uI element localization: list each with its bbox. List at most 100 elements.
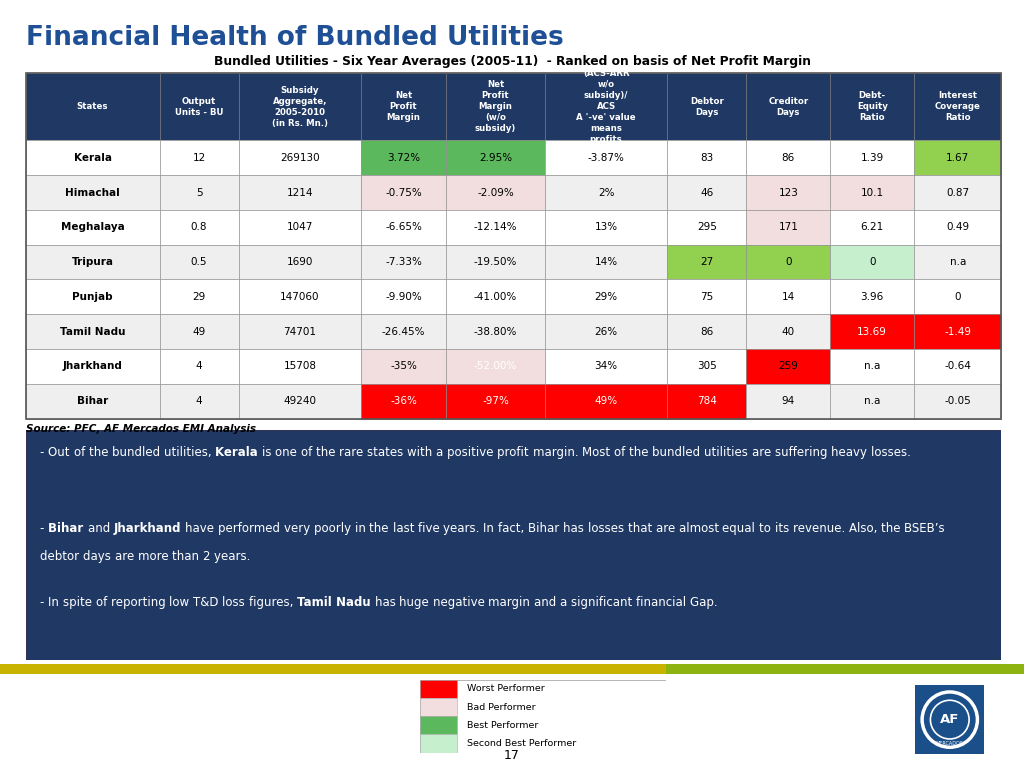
- Text: financial: financial: [636, 596, 690, 609]
- Bar: [746, 210, 830, 245]
- Text: significant: significant: [571, 596, 636, 609]
- Bar: [239, 73, 361, 141]
- Text: n.a: n.a: [949, 257, 966, 267]
- Text: a: a: [436, 446, 447, 459]
- Bar: [666, 664, 1024, 674]
- Bar: [239, 141, 361, 175]
- Text: 27: 27: [700, 257, 714, 267]
- Text: 0.5: 0.5: [190, 257, 208, 267]
- Bar: [746, 384, 830, 419]
- Bar: [914, 210, 1001, 245]
- Text: 10.1: 10.1: [860, 187, 884, 197]
- Text: states: states: [368, 446, 408, 459]
- Text: 784: 784: [697, 396, 717, 406]
- Bar: [160, 314, 239, 349]
- Bar: [26, 73, 160, 141]
- Bar: [746, 314, 830, 349]
- Text: 0.8: 0.8: [190, 222, 208, 232]
- Text: -0.75%: -0.75%: [385, 187, 422, 197]
- Text: low: low: [169, 596, 194, 609]
- Bar: [446, 245, 545, 280]
- Bar: [746, 280, 830, 314]
- Bar: [746, 349, 830, 384]
- Text: loss: loss: [222, 596, 249, 609]
- Text: poorly: poorly: [314, 522, 354, 535]
- Text: Jharkhand: Jharkhand: [114, 522, 185, 535]
- Text: is: is: [262, 446, 275, 459]
- Text: 74701: 74701: [284, 326, 316, 336]
- Bar: [545, 141, 668, 175]
- Bar: [26, 349, 160, 384]
- Bar: [446, 384, 545, 419]
- Text: Net
Profit
Margin
(w/o
subsidy): Net Profit Margin (w/o subsidy): [475, 80, 516, 134]
- Text: 29%: 29%: [595, 292, 617, 302]
- Text: Tamil Nadu: Tamil Nadu: [59, 326, 125, 336]
- Bar: [239, 280, 361, 314]
- Text: five: five: [418, 522, 443, 535]
- Bar: [830, 210, 914, 245]
- Bar: [26, 384, 160, 419]
- Text: 46: 46: [700, 187, 714, 197]
- Text: -36%: -36%: [390, 396, 417, 406]
- Text: Bad Performer: Bad Performer: [467, 703, 536, 711]
- Bar: [830, 280, 914, 314]
- Text: -7.33%: -7.33%: [385, 257, 422, 267]
- Text: Source: PFC, AF Mercados EMI Analysis: Source: PFC, AF Mercados EMI Analysis: [26, 424, 256, 434]
- Bar: [26, 314, 160, 349]
- Text: AF: AF: [940, 713, 959, 726]
- Text: debtor: debtor: [40, 550, 83, 563]
- Text: positive: positive: [447, 446, 498, 459]
- Bar: [361, 280, 446, 314]
- Bar: [160, 73, 239, 141]
- Text: Jharkhand: Jharkhand: [62, 362, 123, 372]
- Text: of: of: [74, 446, 89, 459]
- Text: -: -: [40, 522, 48, 535]
- Text: equal: equal: [723, 522, 759, 535]
- Text: last: last: [392, 522, 418, 535]
- Text: States: States: [77, 102, 109, 111]
- Text: -: -: [40, 596, 48, 609]
- Bar: [160, 141, 239, 175]
- Text: In: In: [483, 522, 498, 535]
- Text: fact,: fact,: [498, 522, 528, 535]
- Bar: [545, 175, 668, 210]
- Text: Kerala: Kerala: [74, 153, 112, 163]
- Text: 12: 12: [193, 153, 206, 163]
- Text: are: are: [655, 522, 679, 535]
- Text: BSEB’s: BSEB’s: [904, 522, 948, 535]
- Text: 17: 17: [504, 749, 520, 762]
- Text: -19.50%: -19.50%: [474, 257, 517, 267]
- Text: of: of: [301, 446, 315, 459]
- Text: 1.67: 1.67: [946, 153, 970, 163]
- Bar: [420, 734, 457, 753]
- Text: 0: 0: [869, 257, 876, 267]
- Text: 49: 49: [193, 326, 206, 336]
- Text: -38.80%: -38.80%: [474, 326, 517, 336]
- Text: spite: spite: [63, 596, 95, 609]
- Text: 4: 4: [196, 396, 203, 406]
- Text: -0.64: -0.64: [944, 362, 971, 372]
- Text: of: of: [614, 446, 629, 459]
- Text: 34%: 34%: [595, 362, 617, 372]
- Bar: [746, 141, 830, 175]
- Text: 171: 171: [778, 222, 799, 232]
- Bar: [239, 245, 361, 280]
- Bar: [545, 349, 668, 384]
- Bar: [545, 210, 668, 245]
- Bar: [668, 349, 746, 384]
- Text: Himachal: Himachal: [66, 187, 120, 197]
- Text: margin.: margin.: [532, 446, 582, 459]
- Bar: [668, 210, 746, 245]
- Bar: [746, 245, 830, 280]
- Text: rare: rare: [339, 446, 368, 459]
- Bar: [830, 349, 914, 384]
- Text: 26%: 26%: [595, 326, 617, 336]
- Bar: [160, 210, 239, 245]
- Text: 269130: 269130: [280, 153, 319, 163]
- Bar: [26, 280, 160, 314]
- Bar: [160, 280, 239, 314]
- Text: 5: 5: [196, 187, 203, 197]
- Bar: [545, 73, 668, 141]
- Text: -2.09%: -2.09%: [477, 187, 514, 197]
- Text: utilities,: utilities,: [164, 446, 215, 459]
